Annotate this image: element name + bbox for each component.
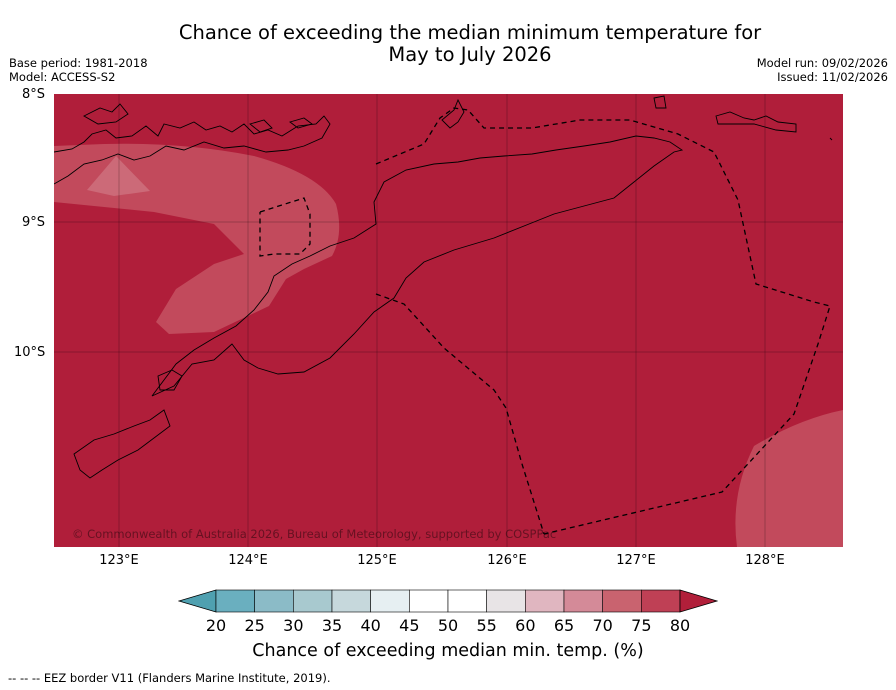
graticule <box>54 94 843 547</box>
eez-border-north <box>375 107 831 535</box>
lon-label-127e: 127°E <box>616 553 656 568</box>
colorbar-segment <box>409 589 449 613</box>
lon-label-123e: 123°E <box>99 553 139 568</box>
colorbar-segment <box>254 589 294 613</box>
colorbar-tick-label: 55 <box>476 616 497 635</box>
colorbar-segment <box>486 589 526 613</box>
lat-label-8s: 8°S <box>22 87 46 102</box>
colorbar-segment <box>563 589 603 613</box>
colorbar-segment <box>370 589 410 613</box>
coastline-island-ne2 <box>715 111 797 133</box>
colorbar-segment <box>447 589 487 613</box>
colorbar <box>178 589 718 613</box>
eez-border-west-enclave <box>259 197 311 257</box>
eez-border-south <box>375 293 545 535</box>
colorbar-tick-label: 25 <box>244 616 265 635</box>
forecast-map: © Commonwealth of Australia 2026, Bureau… <box>54 94 843 547</box>
colorbar-segment <box>602 589 642 613</box>
lon-label-126e: 126°E <box>487 553 527 568</box>
lon-label-124e: 124°E <box>228 553 268 568</box>
colorbar-tick-label: 30 <box>283 616 304 635</box>
coastlines <box>54 95 833 479</box>
colorbar-segment <box>641 589 681 613</box>
colorbar-tick-label: 45 <box>399 616 420 635</box>
coastline-island-wetar <box>441 98 465 129</box>
colorbar-extend-low <box>178 589 217 613</box>
coastline-island-north1 <box>83 103 129 125</box>
model-run-text: Model run: 09/02/2026 <box>756 56 888 70</box>
colorbar-tick-label: 35 <box>321 616 343 635</box>
colorbar-tick-label: 70 <box>592 616 613 635</box>
model-text: Model: ACCESS-S2 <box>9 70 116 84</box>
colorbar-label: Chance of exceeding median min. temp. (%… <box>252 641 644 661</box>
coastline-flores-chain <box>54 115 331 185</box>
colorbar-segment <box>293 589 333 613</box>
colorbar-tick-label: 40 <box>360 616 381 635</box>
coastline-timor <box>151 135 684 397</box>
coastline-island-north3 <box>289 117 313 129</box>
colorbar-extend-high <box>679 589 718 613</box>
colorbar-tick-label: 20 <box>205 616 227 635</box>
colorbar-tick-label: 80 <box>669 616 691 635</box>
eez-footer-note: -- -- -- EEZ border V11 (Flanders Marine… <box>8 671 331 685</box>
colorbar-segment <box>215 589 255 613</box>
colorbar-tick-label: 50 <box>437 616 459 635</box>
chart-title-line1: Chance of exceeding the median minimum t… <box>178 21 762 44</box>
chart-title-line2: May to July 2026 <box>388 43 552 66</box>
colorbar-segment <box>525 589 565 613</box>
issued-text: Issued: 11/02/2026 <box>777 70 888 84</box>
lat-label-9s: 9°S <box>22 215 46 230</box>
base-period-text: Base period: 1981-2018 <box>9 56 148 70</box>
colorbar-tick-label: 65 <box>553 616 575 635</box>
copyright-text: © Commonwealth of Australia 2026, Bureau… <box>72 527 556 541</box>
coastline-island-ne3 <box>829 137 833 141</box>
coastline-island-rote <box>157 369 183 391</box>
coastline-island-ne1 <box>653 95 667 109</box>
probability-band-70-75-southeast <box>735 410 843 547</box>
lat-label-10s: 10°S <box>14 345 46 360</box>
coastline-island-north2 <box>249 119 273 133</box>
colorbar-segment <box>331 589 371 613</box>
coastline-island-sw <box>73 409 171 479</box>
probability-band-65-70-west <box>87 156 150 196</box>
eez-border <box>259 107 831 535</box>
colorbar-tick-label: 60 <box>515 616 536 635</box>
lon-label-128e: 128°E <box>745 553 785 568</box>
colorbar-tick-label: 75 <box>631 616 652 635</box>
lon-label-125e: 125°E <box>357 553 397 568</box>
